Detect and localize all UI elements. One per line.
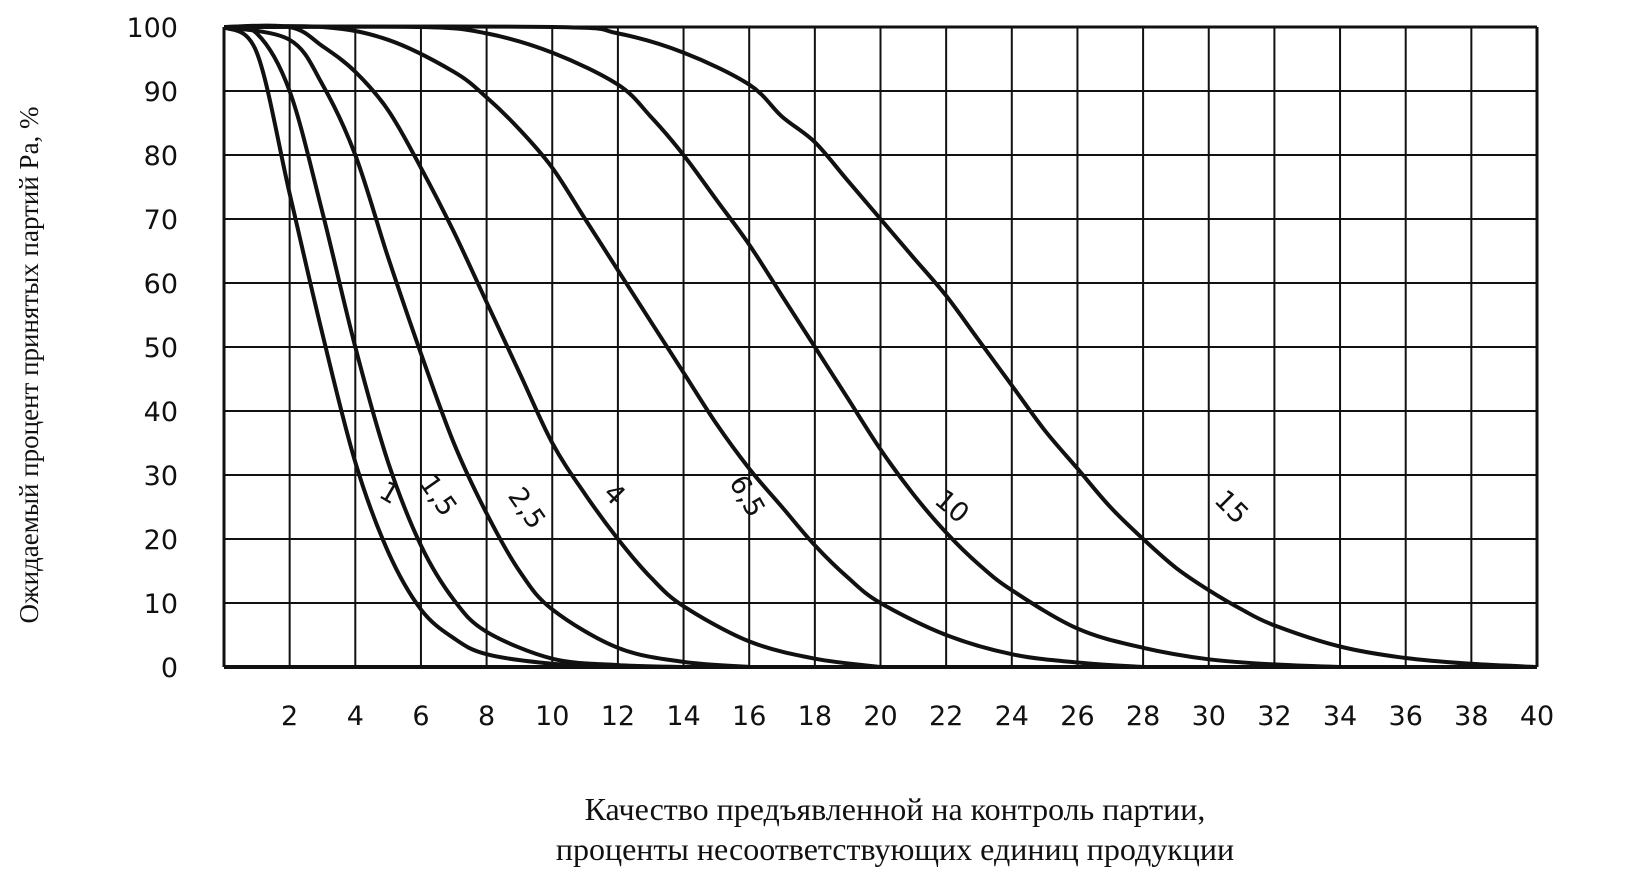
x-tick-label: 12 <box>601 701 635 732</box>
x-tick-label: 40 <box>1520 701 1554 732</box>
x-axis-label-line-2: проценты несоответствующих единиц продук… <box>556 831 1234 867</box>
x-tick-label: 4 <box>347 701 364 732</box>
curve-aql-2-5 <box>223 25 750 669</box>
x-tick-label: 8 <box>478 701 495 732</box>
x-tick-label: 36 <box>1389 701 1423 732</box>
y-tick-label: 40 <box>144 397 178 428</box>
y-tick-label: 10 <box>144 589 178 620</box>
x-tick-label: 24 <box>995 701 1029 732</box>
y-tick-label: 60 <box>144 269 178 300</box>
x-tick-label: 2 <box>281 701 298 732</box>
curve-aql-10 <box>223 24 1341 669</box>
curve-label: 2,5 <box>501 482 551 535</box>
x-tick-label: 32 <box>1257 701 1291 732</box>
grid <box>222 25 1539 669</box>
curve-label: 15 <box>1208 484 1254 530</box>
curve-aql-4 <box>223 23 881 669</box>
x-tick-label: 16 <box>732 701 766 732</box>
curve-label: 6,5 <box>723 470 771 523</box>
x-tick-label: 28 <box>1126 701 1160 732</box>
x-tick-label: 30 <box>1192 701 1226 732</box>
x-tick-label: 20 <box>863 701 897 732</box>
x-axis-ticks: 2 4 6 8 10 12 14 16 18 20 22 24 26 28 30 32 34 36 38 40 <box>281 701 1554 732</box>
curve-label: 4 <box>597 478 631 512</box>
x-tick-label: 6 <box>412 701 429 732</box>
y-tick-label: 50 <box>144 333 178 364</box>
x-tick-label: 38 <box>1454 701 1488 732</box>
x-tick-label: 14 <box>666 701 700 732</box>
y-axis-label: Ожидаемый процент принятых партий Pa, % <box>14 106 44 623</box>
y-tick-label: 70 <box>144 205 178 236</box>
y-tick-label: 0 <box>161 653 178 684</box>
curve-aql-6-5 <box>223 24 1144 669</box>
y-axis-ticks: 0 10 20 30 40 50 60 70 80 90 100 <box>126 13 178 684</box>
x-tick-label: 34 <box>1323 701 1357 732</box>
y-tick-label: 100 <box>126 13 178 44</box>
x-axis-label-line-1: Качество предъявленной на контроль парти… <box>585 791 1206 827</box>
curve-aql-1 <box>222 25 618 669</box>
y-tick-label: 80 <box>144 141 178 172</box>
curves <box>222 23 1538 669</box>
y-tick-label: 30 <box>144 461 178 492</box>
y-tick-label: 90 <box>144 77 178 108</box>
x-tick-label: 10 <box>535 701 569 732</box>
x-tick-label: 26 <box>1060 701 1094 732</box>
curve-aql-15 <box>223 24 1538 669</box>
x-tick-label: 22 <box>929 701 963 732</box>
x-tick-label: 18 <box>798 701 832 732</box>
y-tick-label: 20 <box>144 525 178 556</box>
curve-aql-1-5 <box>223 24 684 669</box>
